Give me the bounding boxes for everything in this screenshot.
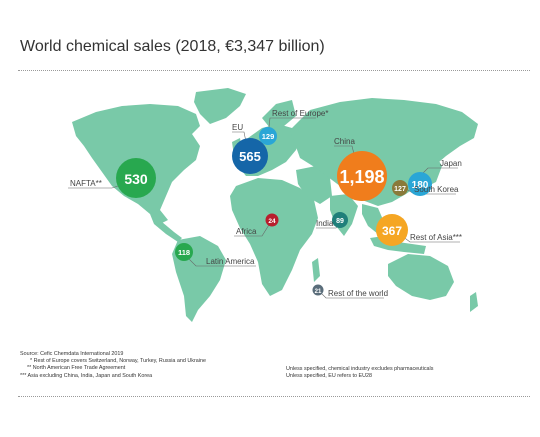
south-korea-value: 127: [394, 186, 406, 193]
asia-shape: [290, 98, 478, 206]
greenland-shape: [194, 88, 246, 124]
scope-note-pharma: Unless specified, chemical industry excl…: [286, 366, 434, 372]
bubble-japan: 180: [408, 172, 432, 196]
eu-value: 565: [239, 149, 261, 164]
japan-label: Japan: [440, 159, 462, 168]
nafta-value: 530: [124, 171, 148, 187]
source-note: Source: Cefic Chemdata International 201…: [20, 351, 124, 357]
bubble-latin-america-circle: [175, 243, 193, 261]
bubble-eu-circle: [232, 138, 268, 174]
bubble-south-korea: 127: [392, 180, 408, 196]
bubble-rest-of-asia-circle: [376, 214, 408, 246]
bubble-rest-of-asia: 367: [376, 214, 408, 246]
footnotes: Source: Cefic Chemdata International 201…: [20, 351, 206, 380]
rest-of-europe-value: 129: [262, 132, 275, 141]
bubble-rest-of-europe-circle: [259, 127, 277, 145]
bubble-china: 1,198: [337, 151, 387, 201]
top-divider: [18, 70, 530, 71]
middle-east-shape: [296, 166, 332, 204]
nafta-label: NAFTA**: [70, 179, 102, 188]
latin-america-value: 118: [178, 248, 190, 257]
india-label: India: [316, 219, 334, 228]
india-value: 89: [336, 218, 344, 225]
bubble-china-circle: [337, 151, 387, 201]
china-label: China: [334, 137, 355, 146]
africa-shape: [230, 178, 318, 296]
latin-america-label: Latin America: [206, 257, 255, 266]
map-title: World chemical sales (2018, €3,347 billi…: [20, 38, 325, 55]
bubble-nafta-circle: [116, 158, 156, 198]
australia-shape: [388, 254, 454, 300]
bubble-rest-of-europe: 129: [259, 127, 277, 145]
rest-of-europe-label: Rest of Europe*: [272, 109, 328, 118]
africa-label: Africa: [236, 227, 257, 236]
bubble-rest-of-world: 21: [312, 284, 324, 296]
bubble-latin-america: 118: [175, 243, 193, 261]
bubble-south-korea-circle: [392, 180, 408, 196]
footnote-rest-of-asia: *** Asia excluding China, India, Japan a…: [20, 372, 153, 379]
bubble-africa: 24: [265, 213, 279, 227]
eu-label: EU: [232, 123, 243, 132]
rest-of-world-value: 21: [315, 289, 322, 295]
new-zealand-shape: [470, 292, 478, 312]
madagascar-shape: [312, 258, 320, 282]
bubble-india-circle: [332, 212, 348, 228]
bottom-divider: [18, 396, 530, 397]
bubble-nafta: 530: [116, 158, 156, 198]
scandinavia-shape: [262, 100, 296, 128]
central-america-shape: [150, 214, 182, 242]
land-masses: [72, 88, 478, 322]
africa-value: 24: [268, 218, 276, 225]
rest-of-world-label: Rest of the world: [328, 289, 388, 298]
bubble-india: 89: [332, 212, 348, 228]
scope-note-eu: Unless specified, EU refers to EU28: [286, 373, 372, 380]
bubble-eu: 565: [232, 138, 268, 174]
china-value: 1,198: [339, 167, 384, 187]
south-korea-label: South Korea: [414, 185, 459, 194]
bubble-japan-circle: [408, 172, 432, 196]
rest-of-asia-value: 367: [382, 224, 402, 238]
footnote-nafta: ** North American Free Trade Agreement: [27, 365, 126, 372]
japan-value: 180: [412, 180, 429, 191]
scope-notes: Unless specified, chemical industry excl…: [286, 366, 433, 380]
bubble-rest-of-world-circle: [312, 284, 324, 296]
footnote-rest-of-europe: * Rest of Europe covers Switzerland, Nor…: [30, 358, 206, 365]
rest-of-asia-label: Rest of Asia***: [410, 233, 462, 242]
bubble-africa-circle: [265, 213, 279, 227]
